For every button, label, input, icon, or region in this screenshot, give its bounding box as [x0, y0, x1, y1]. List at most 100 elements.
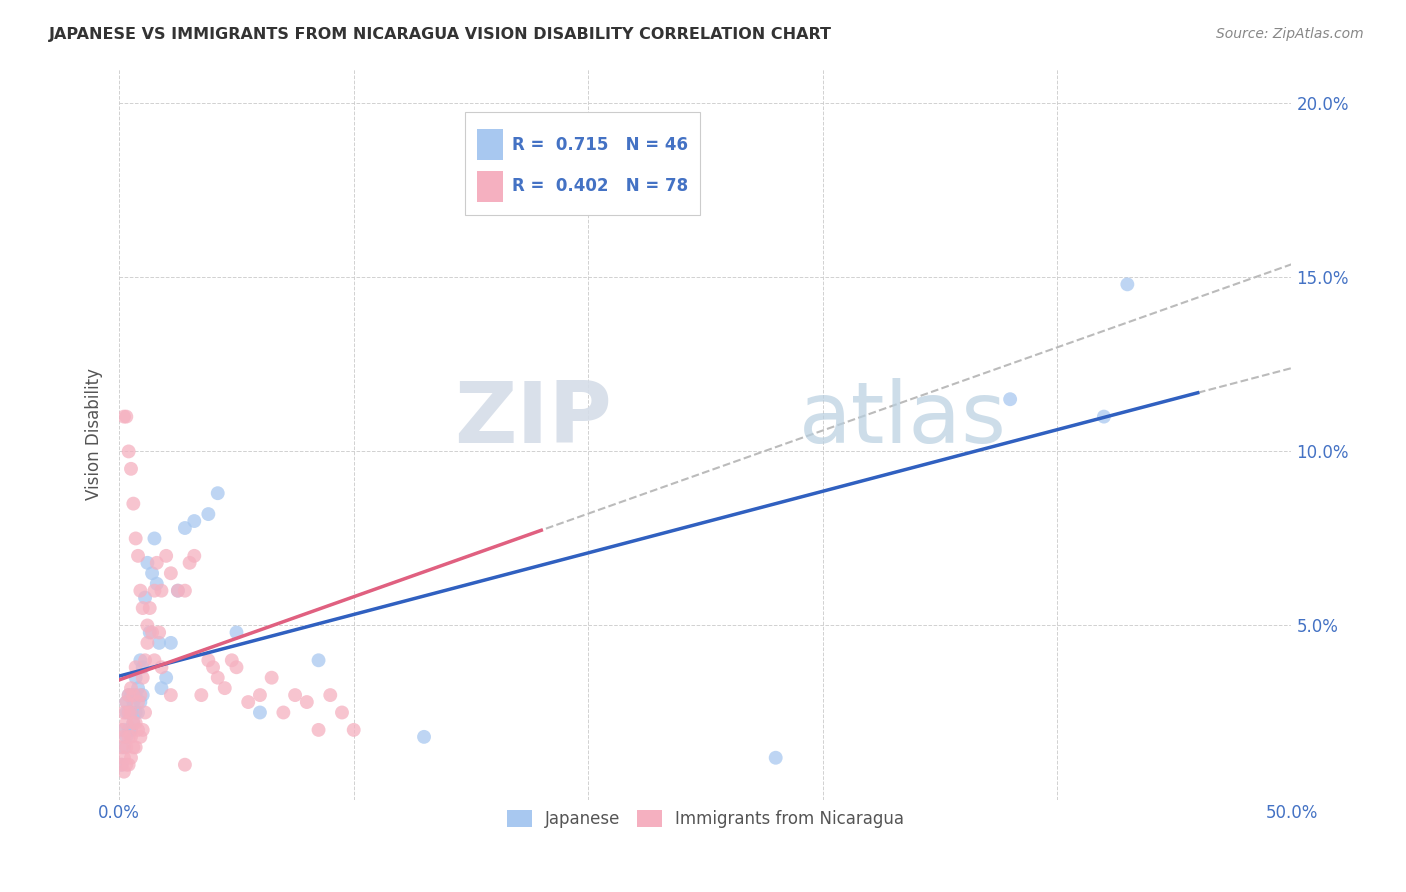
- Point: [122, 497, 145, 511]
- Point: [134, 653, 156, 667]
- Point: [122, 688, 145, 702]
- Point: [129, 730, 152, 744]
- Point: [129, 695, 152, 709]
- Point: [530, 166, 553, 180]
- Text: JAPANESE VS IMMIGRANTS FROM NICARAGUA VISION DISABILITY CORRELATION CHART: JAPANESE VS IMMIGRANTS FROM NICARAGUA VI…: [49, 27, 832, 42]
- Point: [118, 688, 141, 702]
- Point: [308, 653, 330, 667]
- Point: [190, 688, 212, 702]
- Point: [148, 636, 170, 650]
- Point: [118, 757, 141, 772]
- Point: [308, 723, 330, 737]
- Point: [127, 723, 149, 737]
- Point: [112, 409, 135, 424]
- Point: [136, 618, 159, 632]
- Point: [132, 671, 155, 685]
- Point: [197, 507, 219, 521]
- Point: [330, 706, 353, 720]
- Point: [122, 695, 145, 709]
- Point: [221, 653, 243, 667]
- Point: [115, 757, 138, 772]
- Point: [765, 750, 787, 764]
- Point: [207, 486, 229, 500]
- Point: [115, 715, 138, 730]
- Point: [112, 750, 135, 764]
- Point: [139, 601, 162, 615]
- Point: [207, 671, 229, 685]
- Point: [125, 532, 148, 546]
- Point: [249, 688, 271, 702]
- Point: [110, 757, 132, 772]
- Point: [127, 681, 149, 695]
- Point: [115, 706, 138, 720]
- Point: [167, 583, 190, 598]
- Point: [125, 740, 148, 755]
- Point: [118, 706, 141, 720]
- Point: [143, 653, 166, 667]
- Point: [110, 723, 132, 737]
- Point: [125, 715, 148, 730]
- Point: [319, 688, 342, 702]
- FancyBboxPatch shape: [477, 129, 502, 160]
- Point: [998, 392, 1021, 407]
- Point: [125, 688, 148, 702]
- Text: R =  0.402   N = 78: R = 0.402 N = 78: [512, 178, 688, 195]
- Point: [125, 706, 148, 720]
- Point: [120, 730, 142, 744]
- Point: [214, 681, 236, 695]
- Text: atlas: atlas: [799, 378, 1007, 461]
- Point: [150, 583, 173, 598]
- Point: [127, 706, 149, 720]
- Point: [148, 625, 170, 640]
- FancyBboxPatch shape: [465, 112, 700, 215]
- FancyBboxPatch shape: [477, 171, 502, 202]
- Point: [249, 706, 271, 720]
- Text: R =  0.715   N = 46: R = 0.715 N = 46: [512, 136, 688, 153]
- Point: [120, 688, 142, 702]
- Point: [174, 521, 197, 535]
- Point: [125, 660, 148, 674]
- Point: [110, 757, 132, 772]
- Point: [115, 740, 138, 755]
- Point: [139, 625, 162, 640]
- Point: [143, 583, 166, 598]
- Point: [143, 532, 166, 546]
- Point: [1092, 409, 1115, 424]
- Point: [127, 549, 149, 563]
- Point: [132, 723, 155, 737]
- Point: [134, 591, 156, 605]
- Point: [174, 583, 197, 598]
- Y-axis label: Vision Disability: Vision Disability: [86, 368, 103, 500]
- Point: [295, 695, 318, 709]
- Point: [146, 556, 169, 570]
- Point: [150, 681, 173, 695]
- Point: [127, 695, 149, 709]
- Point: [225, 625, 247, 640]
- Point: [343, 723, 366, 737]
- Point: [238, 695, 260, 709]
- Point: [115, 695, 138, 709]
- Point: [129, 583, 152, 598]
- Point: [125, 671, 148, 685]
- Point: [118, 730, 141, 744]
- Point: [112, 740, 135, 755]
- Point: [413, 730, 436, 744]
- Point: [179, 556, 201, 570]
- Point: [132, 660, 155, 674]
- Point: [118, 444, 141, 458]
- Point: [115, 730, 138, 744]
- Point: [174, 757, 197, 772]
- Point: [122, 715, 145, 730]
- Point: [150, 660, 173, 674]
- Point: [160, 688, 183, 702]
- Point: [120, 750, 142, 764]
- Point: [122, 715, 145, 730]
- Text: Source: ZipAtlas.com: Source: ZipAtlas.com: [1216, 27, 1364, 41]
- Point: [167, 583, 190, 598]
- Point: [110, 740, 132, 755]
- Point: [129, 688, 152, 702]
- Point: [136, 556, 159, 570]
- Point: [132, 601, 155, 615]
- Point: [273, 706, 295, 720]
- Point: [120, 681, 142, 695]
